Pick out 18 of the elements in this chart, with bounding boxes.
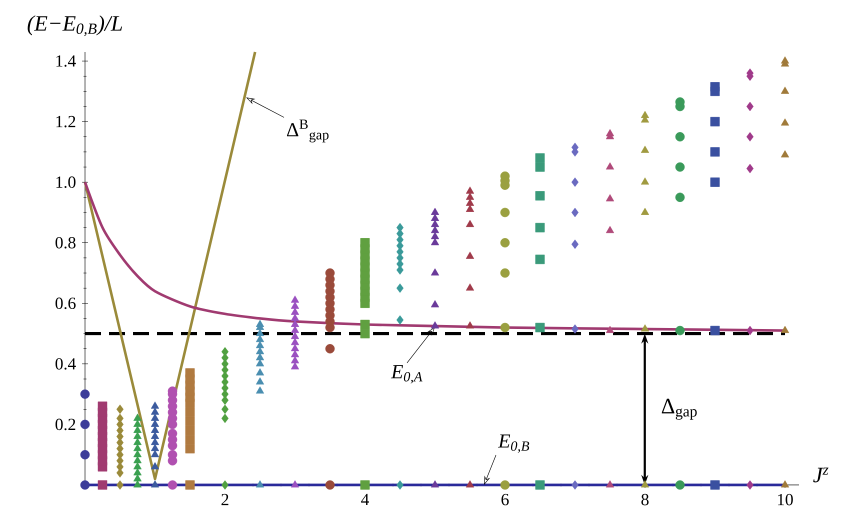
y-tick-label: 0.2 — [56, 418, 76, 430]
annotation: Δ$_{gap}$ — [662, 398, 697, 420]
x-tick-label: 8 — [641, 494, 649, 506]
annotation: E$_{0,B}$ — [498, 434, 530, 453]
y-axis-title: (E−E$_{0,B}$)/L — [28, 15, 122, 36]
y-tick-label: 0.8 — [56, 236, 76, 249]
annotation: E$_{0,A}$ — [390, 365, 422, 384]
y-tick-label: 1.0 — [56, 176, 76, 188]
x-tick-label: 6 — [501, 494, 509, 506]
x-axis-title: J$^{z}$ — [813, 468, 828, 482]
y-tick-label: 0.6 — [56, 298, 76, 310]
y-tick-label: 1.4 — [56, 55, 76, 67]
annotation: Δ$^{B}$gap — [286, 120, 329, 142]
y-tick-label: 1.2 — [56, 116, 76, 128]
x-tick-label: 4 — [361, 494, 369, 506]
x-tick-label: 10 — [778, 494, 793, 506]
x-tick-label: 2 — [222, 494, 228, 506]
y-tick-label: 0.4 — [56, 358, 76, 370]
